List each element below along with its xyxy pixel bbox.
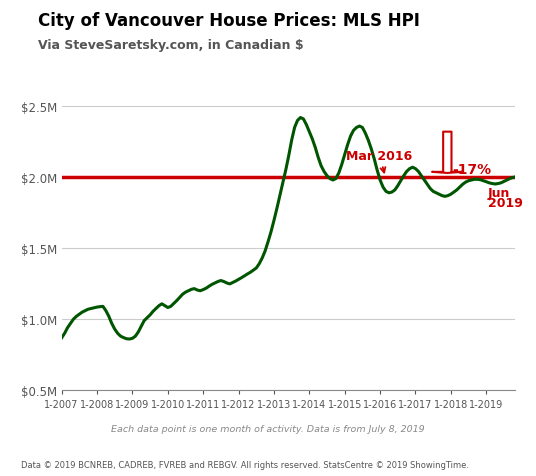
Text: Jun: Jun <box>488 186 510 199</box>
Text: Data © 2019 BCNREB, CADREB, FVREB and REBGV. All rights reserved. StatsCentre © : Data © 2019 BCNREB, CADREB, FVREB and RE… <box>21 460 470 469</box>
Text: -17%: -17% <box>452 162 492 176</box>
Text: 2019: 2019 <box>488 196 523 209</box>
Text: Mar 2016: Mar 2016 <box>346 149 413 173</box>
Text: Each data point is one month of activity. Data is from July 8, 2019: Each data point is one month of activity… <box>111 424 425 433</box>
Text: City of Vancouver House Prices: MLS HPI: City of Vancouver House Prices: MLS HPI <box>38 12 419 30</box>
Text: Via SteveSaretsky.com, in Canadian $: Via SteveSaretsky.com, in Canadian $ <box>38 39 303 52</box>
